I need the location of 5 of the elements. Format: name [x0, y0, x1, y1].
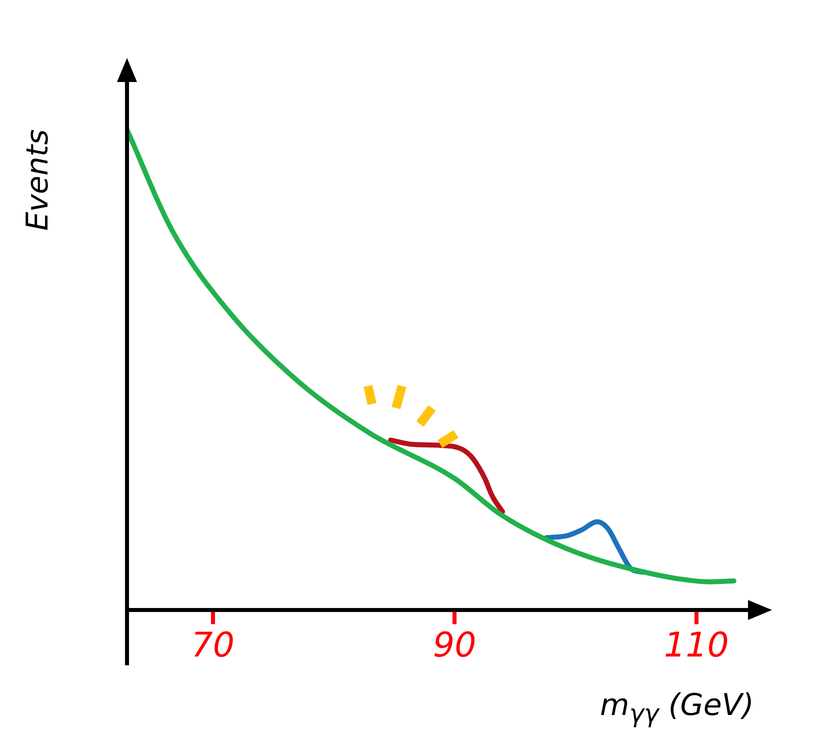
x-axis-title: m$_{γγ}$ (GeV): [600, 688, 754, 728]
y-axis-title: Events: [20, 129, 56, 231]
x-tick-label: 90: [433, 625, 476, 666]
x-tick-label: 110: [664, 625, 729, 666]
x-tick-label: 70: [191, 625, 234, 666]
